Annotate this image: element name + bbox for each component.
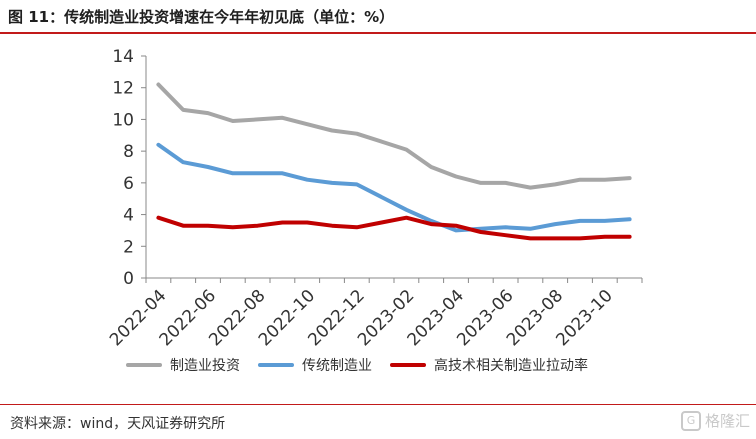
y-tick-label: 10	[112, 110, 134, 130]
legend-swatch-red	[390, 363, 426, 367]
title-rule	[0, 32, 756, 34]
chart-legend: 制造业投资 传统制造业 高技术相关制造业拉动率	[126, 355, 588, 375]
legend-item-manufacturing-investment: 制造业投资	[126, 355, 240, 375]
legend-item-traditional-manufacturing: 传统制造业	[258, 355, 372, 375]
legend-swatch-blue	[258, 363, 294, 367]
legend-label: 高技术相关制造业拉动率	[434, 358, 588, 374]
y-tick-label: 2	[123, 237, 134, 257]
watermark: G 格隆汇	[680, 410, 750, 431]
legend-swatch-gray	[126, 363, 162, 367]
legend-item-hightech-contribution: 高技术相关制造业拉动率	[390, 355, 588, 375]
y-tick-label: 12	[112, 79, 134, 99]
series-line-2	[156, 215, 632, 241]
series-line-0	[156, 82, 632, 190]
y-tick-label: 4	[123, 206, 134, 226]
chart-axes: 024681012142022-042022-062022-082022-102…	[106, 47, 643, 350]
chart-title: 图 11：传统制造业投资增速在今年年初见底（单位：%）	[8, 8, 395, 26]
y-tick-label: 0	[123, 269, 134, 289]
logo-icon: G	[680, 410, 701, 431]
y-tick-label: 14	[112, 47, 134, 67]
watermark-text: 格隆汇	[704, 412, 750, 430]
source-rule	[0, 404, 756, 405]
source-note: 资料来源：wind，天风证券研究所	[10, 416, 226, 432]
legend-label: 传统制造业	[302, 358, 372, 374]
y-tick-label: 8	[123, 142, 134, 162]
series-line-1	[156, 142, 632, 233]
chart-series	[156, 82, 632, 241]
y-tick-label: 6	[123, 174, 134, 194]
legend-label: 制造业投资	[170, 358, 240, 374]
line-chart: 024681012142022-042022-062022-082022-102…	[106, 47, 643, 350]
